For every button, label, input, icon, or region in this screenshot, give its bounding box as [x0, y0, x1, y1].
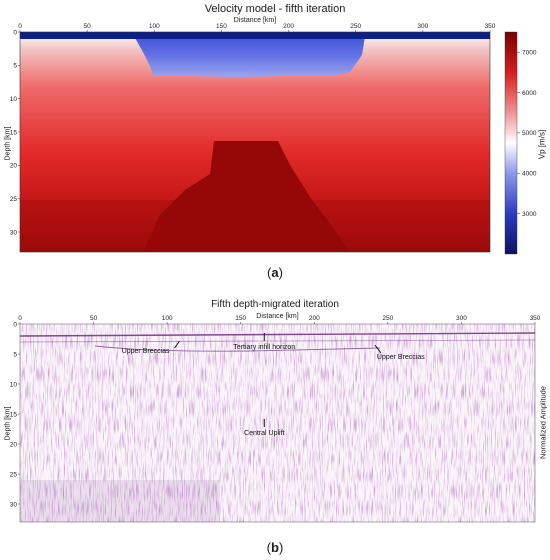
colorbar-tick-label: 4000: [522, 171, 537, 178]
annotation-leader: [374, 344, 382, 354]
amplitude-colorbar-label: Normalized Amplitude: [538, 386, 548, 459]
chart-a-title: Velocity model - fifth iteration: [204, 3, 346, 15]
x-tick-label: 350: [485, 23, 496, 30]
x-tick-label: 0: [18, 23, 22, 30]
shallow-reflector: [19, 339, 536, 343]
y-tick-label: 15: [10, 411, 18, 418]
x-tick-label: 100: [162, 315, 173, 322]
annotation-label: Upper Breccias: [377, 354, 425, 361]
y-tick-label: 25: [10, 196, 18, 203]
panel-label-a: (a): [267, 265, 283, 280]
panel-label-b: (b): [266, 540, 284, 555]
chart-b-ylabel: Depth [km]: [4, 406, 12, 441]
x-tick-label: 250: [350, 23, 361, 30]
tertiary-horizon: [94, 345, 381, 352]
annotations-b: Upper Breccias Tertiary infill horizon Upp…: [122, 333, 425, 437]
central-uplift: [143, 141, 350, 252]
colorbar-tick-label: 5000: [522, 130, 537, 137]
axis-ticks-b: 0 50 100 150 200 250 300 350 0 5 10 15 20 25 30: [10, 315, 541, 508]
colorbar: [504, 31, 518, 255]
y-tick-label: 10: [10, 96, 18, 103]
x-tick-label: 250: [382, 315, 393, 322]
y-tick-label: 5: [13, 63, 17, 70]
x-tick-label: 50: [90, 315, 98, 322]
x-tick-label: 100: [149, 23, 160, 30]
seismic-noise: [20, 324, 535, 522]
x-tick-label: 200: [309, 315, 320, 322]
x-tick-label: 0: [18, 315, 22, 322]
y-tick-label: 30: [10, 229, 18, 236]
x-tick-label: 300: [456, 315, 467, 322]
y-tick-label: 25: [10, 471, 18, 478]
plot-frame-a: [19, 31, 491, 253]
annotation-label: Central Uplift: [244, 430, 285, 437]
plot-frame-b: [19, 323, 536, 523]
x-tick-label: 150: [216, 23, 227, 30]
y-tick-label: 15: [10, 129, 18, 136]
x-tick-label: 300: [417, 23, 428, 30]
velocity-model-chart: 0 50 100 150 200 250 300 350 0 5 10 15 20 25 30 3000 40…: [10, 23, 537, 255]
colorbar-ticks: 3000 4000 5000 6000 7000: [517, 49, 537, 218]
colorbar-tick-label: 6000: [522, 90, 537, 97]
chart-b-title: Fifth depth-migrated iteration: [211, 299, 339, 310]
x-tick-label: 150: [235, 315, 246, 322]
y-tick-label: 0: [13, 29, 17, 36]
colorbar-tick-label: 7000: [522, 49, 537, 56]
annotation-leader: [174, 340, 180, 349]
x-tick-label: 350: [530, 315, 541, 322]
y-tick-label: 0: [13, 321, 17, 328]
annotation-label: Upper Breccias: [122, 348, 170, 355]
y-tick-label: 20: [10, 163, 18, 170]
x-tick-label: 50: [84, 23, 92, 30]
water-layer: [20, 32, 490, 39]
y-tick-label: 5: [13, 351, 17, 358]
seafloor-reflector: [19, 332, 536, 337]
chart-a-xlabel: Distance [km]: [233, 17, 277, 24]
y-tick-label: 30: [10, 501, 18, 508]
chart-b-xlabel: Distance [km]: [256, 313, 299, 320]
axis-ticks-a: 0 50 100 150 200 250 300 350 0 5 10 15 20 25 30: [10, 23, 496, 236]
y-tick-label: 20: [10, 441, 18, 448]
colorbar-tick-label: 3000: [522, 211, 537, 218]
annotation-label: Tertiary infill horizon: [233, 344, 295, 351]
lower-crust-energy: [20, 480, 220, 522]
x-tick-label: 200: [283, 23, 294, 30]
velocity-field: [20, 32, 490, 252]
tertiary-basin: [134, 36, 365, 77]
y-tick-label: 10: [10, 381, 18, 388]
